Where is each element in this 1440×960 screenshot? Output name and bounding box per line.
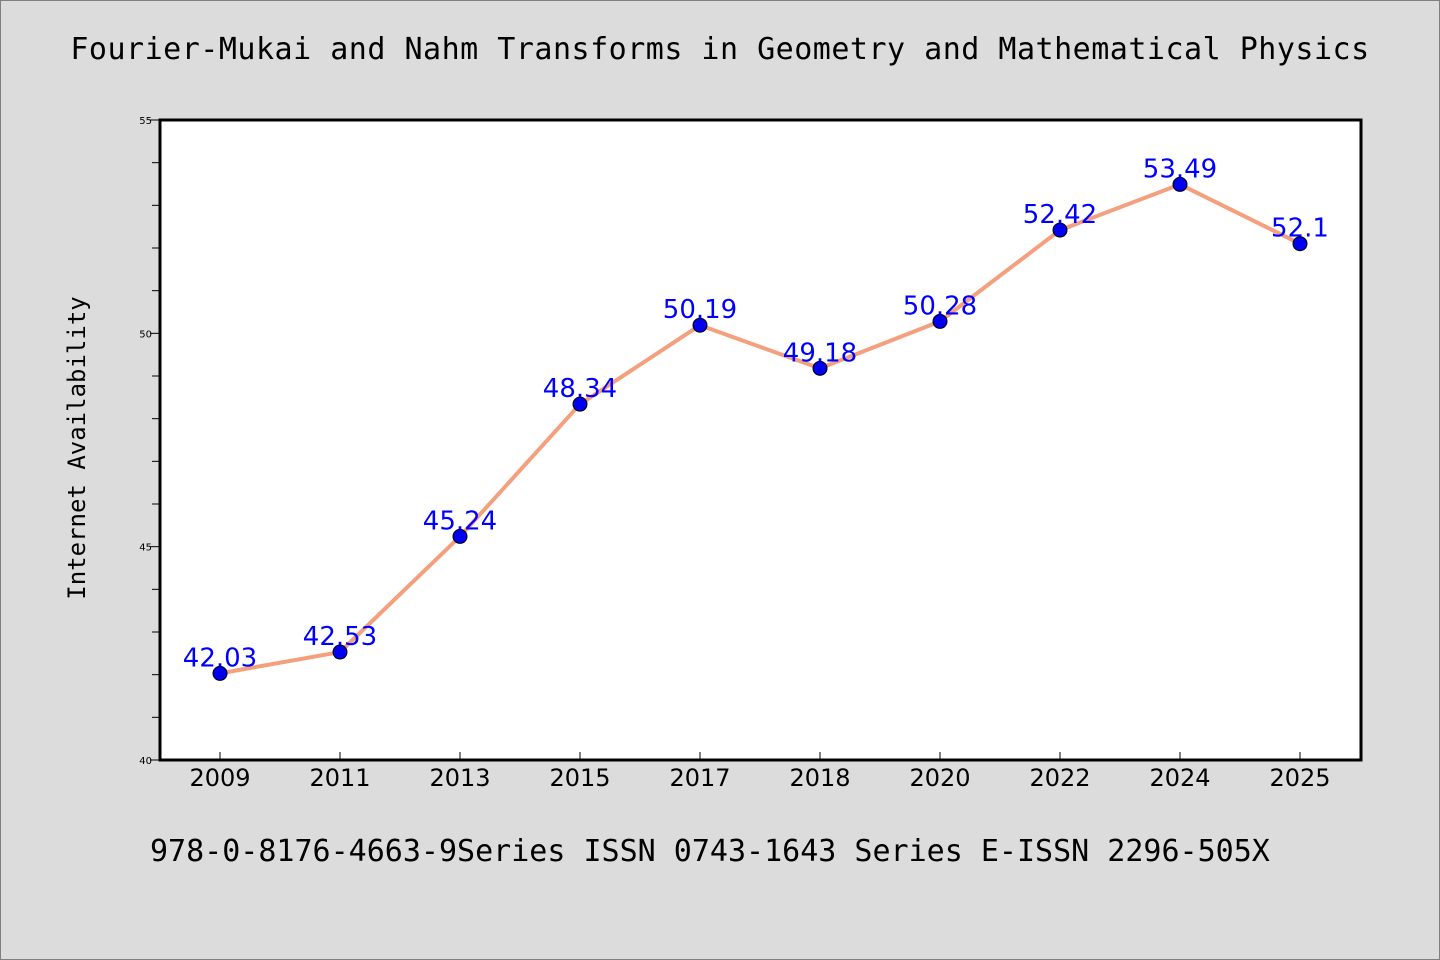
data-label: 48.34 bbox=[543, 374, 617, 404]
data-point bbox=[1052, 222, 1068, 238]
data-point bbox=[212, 665, 228, 681]
data-label: 45.24 bbox=[423, 506, 497, 536]
data-points bbox=[212, 176, 1308, 681]
data-labels: 42.03 42.53 45.24 48.34 50.19 49.18 50.28 52.42… bbox=[183, 154, 1329, 673]
x-tick-label: 2024 bbox=[1149, 764, 1210, 792]
y-tick-label: 55 bbox=[139, 116, 152, 127]
data-point bbox=[812, 360, 828, 376]
series-line bbox=[219, 182, 1301, 676]
data-label: 50.28 bbox=[903, 291, 977, 321]
x-tick-label: 2018 bbox=[789, 764, 850, 792]
x-tick-label: 2022 bbox=[1029, 764, 1090, 792]
x-tick-label: 2009 bbox=[189, 764, 250, 792]
data-point bbox=[932, 313, 948, 329]
data-point bbox=[1292, 236, 1308, 252]
y-tick-label: 50 bbox=[139, 329, 152, 340]
data-label: 49.18 bbox=[783, 338, 857, 368]
data-point bbox=[572, 396, 588, 412]
data-label: 52.1 bbox=[1271, 214, 1329, 244]
plot-area bbox=[158, 118, 1363, 762]
data-label: 53.49 bbox=[1143, 154, 1217, 184]
data-point bbox=[332, 644, 348, 660]
y-tick-label: 40 bbox=[139, 756, 152, 767]
x-tick-label: 2025 bbox=[1269, 764, 1330, 792]
x-tick-label: 2017 bbox=[669, 764, 730, 792]
y-tick-label: 45 bbox=[139, 543, 152, 554]
data-label: 50.19 bbox=[663, 295, 737, 325]
x-tick-label: 2013 bbox=[429, 764, 490, 792]
x-tick-label: 2020 bbox=[909, 764, 970, 792]
y-axis-ticks: 40 45 50 55 bbox=[139, 116, 160, 767]
data-label: 42.03 bbox=[183, 643, 257, 673]
y-axis-label: Internet Availability bbox=[63, 296, 91, 599]
x-axis-ticks: 2009 2011 2013 2015 2017 2018 2020 2022 2024 2025 bbox=[189, 752, 1331, 792]
data-label: 42.53 bbox=[303, 622, 377, 652]
x-tick-label: 2015 bbox=[549, 764, 610, 792]
isbn-issn-note: 978-0-8176-4663-9Series ISSN 0743-1643 S… bbox=[150, 834, 1270, 869]
x-tick-label: 2011 bbox=[309, 764, 370, 792]
data-point bbox=[692, 317, 708, 333]
chart-title: Fourier-Mukai and Nahm Transforms in Geo… bbox=[70, 32, 1370, 67]
data-point bbox=[452, 528, 468, 544]
data-point bbox=[1172, 176, 1188, 192]
data-label: 52.42 bbox=[1023, 200, 1097, 230]
